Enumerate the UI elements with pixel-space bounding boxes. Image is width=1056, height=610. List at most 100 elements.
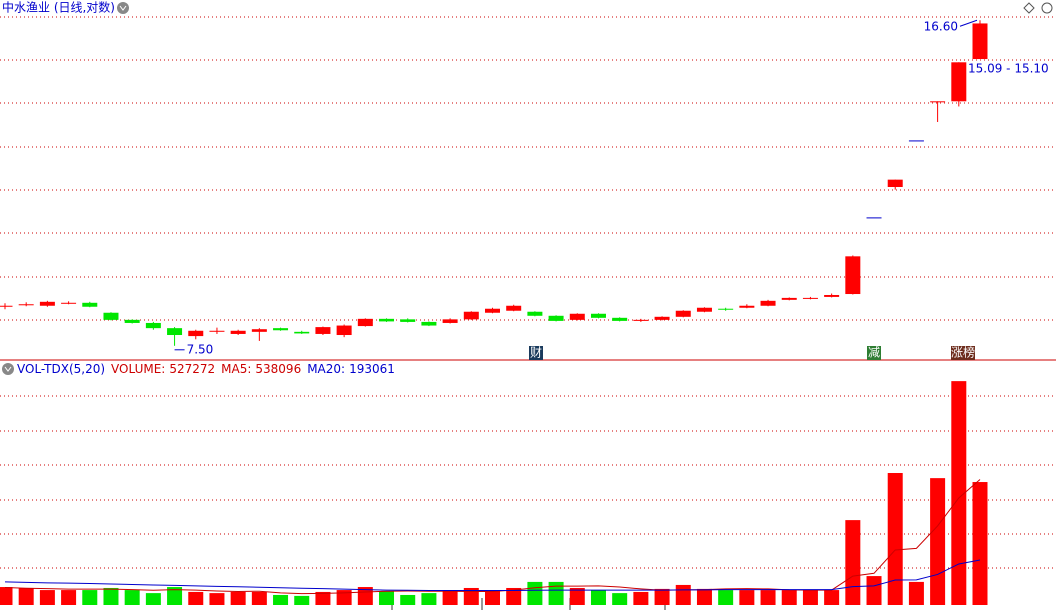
candle-body — [167, 328, 183, 336]
volume-bar — [802, 590, 818, 605]
volume-legend: VOL-TDX(5,20) VOLUME: 527272 MA5: 538096 MA20… — [17, 362, 395, 376]
candle-body — [485, 308, 500, 313]
volume-bar — [781, 590, 797, 605]
candle-body — [0, 305, 13, 307]
legend-item: 538096 — [255, 362, 301, 376]
legend-item: MA5: — [221, 362, 251, 376]
event-marker-box — [951, 346, 975, 360]
volume-bar — [527, 581, 543, 605]
volume-menu-arrow — [4, 366, 12, 372]
volume-bar — [442, 590, 458, 605]
volume-bar — [908, 581, 924, 605]
volume-bar — [273, 594, 289, 605]
candle-body — [18, 304, 34, 306]
volume-bar — [612, 593, 628, 605]
volume-bar — [866, 576, 882, 605]
diamond-icon[interactable] — [1023, 2, 1035, 14]
volume-bar — [760, 590, 776, 605]
volume-bar — [824, 590, 840, 605]
candle-body — [273, 328, 289, 331]
candle-body — [633, 319, 649, 321]
volume-menu-icon[interactable] — [2, 363, 14, 375]
volume-bar — [0, 587, 13, 605]
candle-body — [294, 331, 310, 334]
candle-body — [336, 325, 352, 336]
candle-body — [548, 315, 564, 321]
volume-bar — [718, 590, 734, 605]
volume-bar — [315, 591, 331, 605]
candle-body — [61, 302, 77, 304]
volume-bar — [590, 590, 606, 605]
candle-body — [930, 101, 946, 103]
candle-body — [972, 23, 988, 60]
volume-bar — [739, 590, 755, 605]
ma-line — [4, 559, 981, 592]
volume-bar — [188, 591, 204, 605]
high-pointer — [959, 19, 978, 27]
volume-bar — [696, 588, 712, 605]
gap-label: 15.09 - 15.10 — [968, 62, 1049, 76]
candle-body — [442, 319, 458, 323]
candle-body — [209, 330, 225, 332]
candle-body — [506, 305, 522, 311]
volume-bar — [421, 593, 437, 605]
volume-bar — [209, 593, 225, 605]
candle-body — [675, 310, 691, 317]
candle-body — [951, 62, 967, 102]
candle-body — [824, 294, 840, 297]
volume-bar — [463, 587, 479, 605]
candle-body — [527, 311, 543, 316]
event-marker-box — [529, 346, 543, 360]
candle-body — [188, 330, 204, 337]
volume-bar — [61, 590, 77, 605]
volume-bar — [675, 584, 691, 605]
grid — [0, 16, 1056, 610]
volume-bar — [336, 590, 352, 605]
candle-body — [400, 319, 416, 322]
event-marker: 减 — [868, 346, 880, 360]
settings-icon[interactable] — [1041, 2, 1053, 14]
volume-bar — [654, 588, 670, 605]
volume-bar — [167, 587, 183, 605]
volume-bar — [569, 587, 585, 605]
volume-bar — [39, 590, 55, 605]
event-marker: 涨榜 — [951, 345, 975, 360]
legend-item: VOLUME: — [111, 362, 165, 376]
candle-body — [251, 329, 267, 332]
candle-body — [696, 307, 712, 312]
volume-bar — [124, 590, 140, 605]
candle-body — [39, 301, 55, 306]
candle-body — [315, 327, 331, 334]
volume-bar — [251, 591, 267, 605]
volume-bar — [485, 591, 500, 605]
volume-bar — [845, 520, 861, 605]
candle-body — [887, 179, 903, 187]
volume-bar — [548, 581, 564, 605]
volume-bar — [82, 590, 98, 605]
candle-body — [739, 305, 755, 308]
candle-body — [421, 321, 437, 326]
volume-bar — [930, 478, 946, 605]
candle-body — [379, 318, 395, 322]
volume-bar — [103, 587, 119, 605]
chart-title: 中水渔业 (日线,对数) — [2, 0, 115, 15]
high-label: 16.60 — [924, 20, 958, 34]
candle-body — [908, 140, 924, 142]
event-marker-box — [867, 346, 881, 360]
volume-bar — [379, 591, 395, 605]
volume-bar — [400, 594, 416, 605]
candle-body — [781, 297, 797, 300]
event-marker: 财 — [530, 346, 542, 360]
volume-bar — [294, 595, 310, 605]
volume-bar — [951, 381, 967, 605]
legend-item: MA20: — [307, 362, 345, 376]
candle-body — [103, 312, 119, 320]
candle-body — [845, 256, 861, 295]
legend-item: 527272 — [169, 362, 215, 376]
candle-body — [357, 318, 373, 327]
menu-icon-arrow — [119, 5, 127, 11]
menu-icon[interactable] — [117, 2, 129, 14]
legend-item: VOL-TDX(5,20) — [17, 362, 105, 376]
candle-body — [124, 319, 140, 323]
